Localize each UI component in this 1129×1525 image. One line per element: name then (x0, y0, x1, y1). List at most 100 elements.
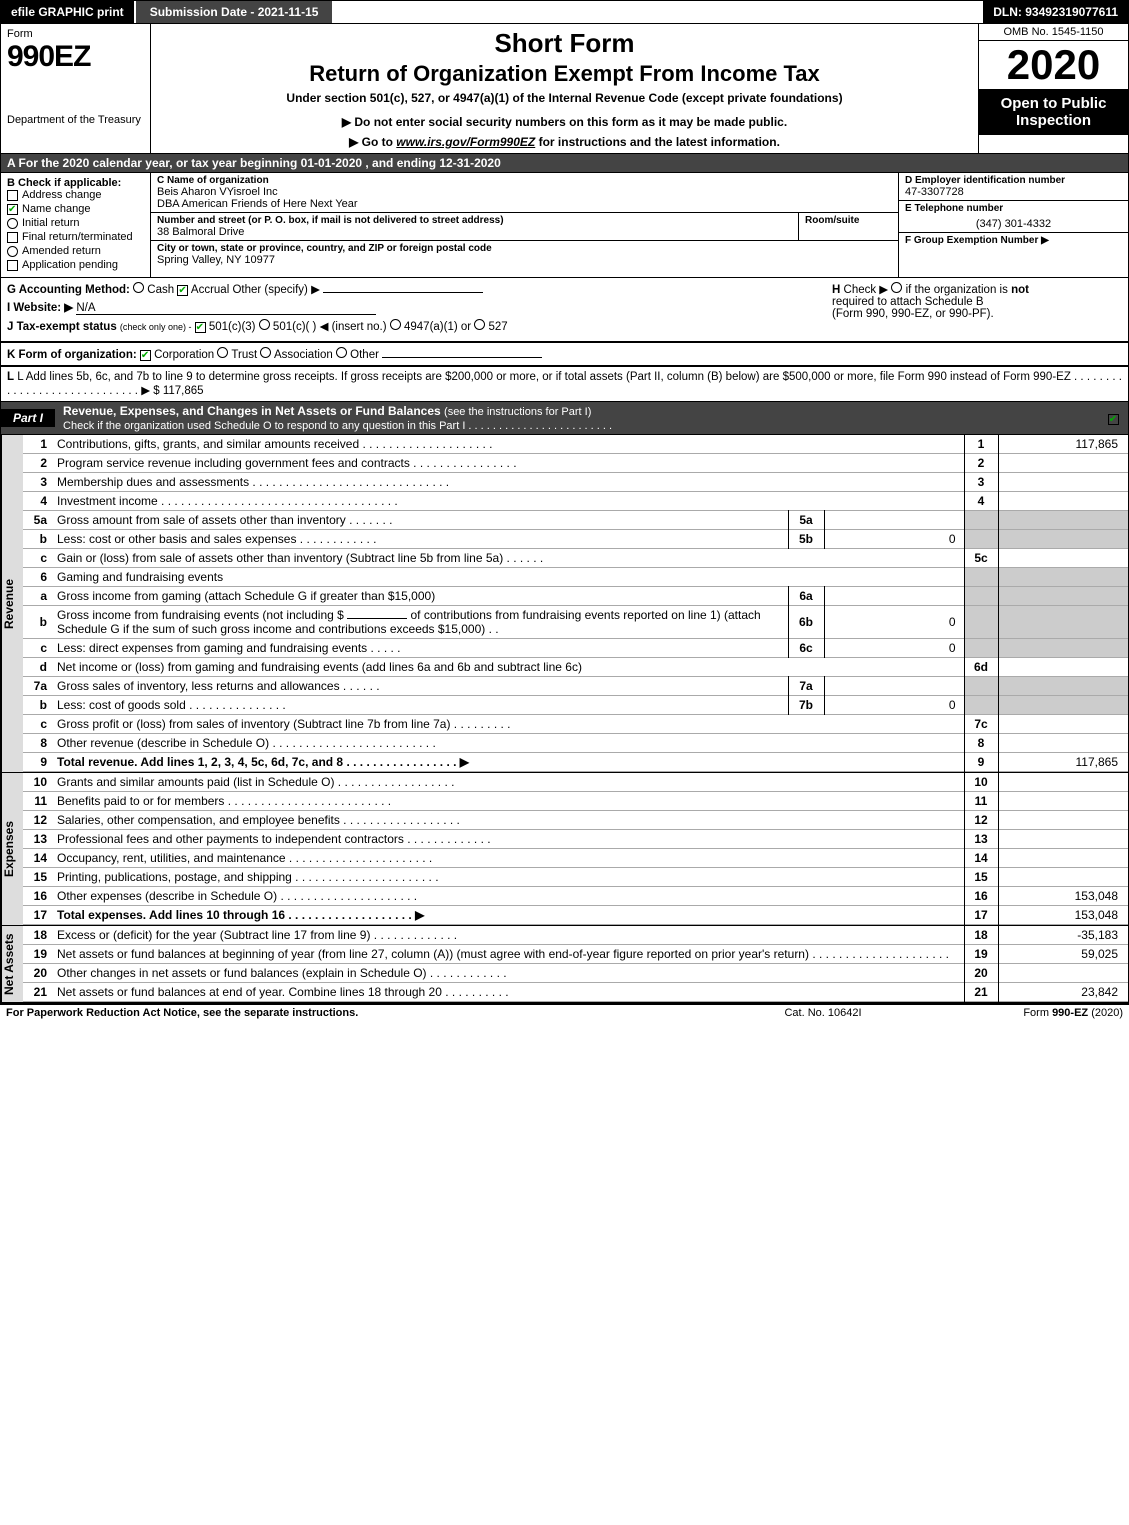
radio-other[interactable] (336, 347, 347, 358)
line-ref: 5c (964, 549, 998, 568)
g-cash: Cash (147, 284, 174, 296)
line-ref: 12 (964, 811, 998, 830)
line-num: 13 (23, 830, 53, 849)
line-num: 18 (23, 926, 53, 945)
line-value-shaded (998, 696, 1128, 715)
org-name-2: DBA American Friends of Here Next Year (157, 198, 892, 210)
radio-trust[interactable] (217, 347, 228, 358)
part-1-title-text: Revenue, Expenses, and Changes in Net As… (63, 404, 441, 418)
line-desc: Other changes in net assets or fund bala… (53, 964, 964, 983)
checkbox-accrual[interactable] (177, 285, 188, 296)
box-def: D Employer identification number 47-3307… (898, 173, 1128, 277)
checkbox-checked-icon[interactable] (1108, 414, 1119, 425)
check-final-return[interactable]: Final return/terminated (7, 231, 144, 243)
l6b-d1: Gross income from fundraising events (no… (57, 608, 344, 622)
k-trust: Trust (231, 349, 257, 361)
check-label: Amended return (22, 245, 101, 257)
checkbox-checked-icon[interactable] (7, 204, 18, 215)
line-desc: Salaries, other compensation, and employ… (53, 811, 964, 830)
g-other-blank[interactable] (323, 292, 483, 293)
line-j: J Tax-exempt status (check only one) - 5… (7, 319, 822, 333)
checkbox-corp[interactable] (140, 350, 151, 361)
line-value (998, 715, 1128, 734)
line-value: 117,865 (998, 753, 1128, 772)
check-name-change[interactable]: Name change (7, 203, 144, 215)
footer-form-pre: Form (1023, 1007, 1052, 1019)
part-1-checkbox[interactable] (1098, 411, 1128, 425)
line-ref: 14 (964, 849, 998, 868)
checkbox-501c3[interactable] (195, 322, 206, 333)
radio-527[interactable] (474, 319, 485, 330)
line-value: 23,842 (998, 983, 1128, 1002)
line-value-shaded (998, 606, 1128, 639)
net-assets-vlabel: Net Assets (1, 926, 23, 1002)
line-value-shaded (998, 639, 1128, 658)
part-1-check-text: Check if the organization used Schedule … (63, 420, 612, 432)
check-application-pending[interactable]: Application pending (7, 259, 144, 271)
checkbox-icon[interactable] (7, 232, 18, 243)
check-amended-return[interactable]: Amended return (7, 245, 144, 257)
k-other: Other (350, 349, 379, 361)
checkbox-icon[interactable] (7, 190, 18, 201)
line-desc: Other expenses (describe in Schedule O) … (53, 887, 964, 906)
row-a-tax-year: A For the 2020 calendar year, or tax yea… (0, 154, 1129, 173)
net-assets-section: Net Assets 18Excess or (deficit) for the… (0, 926, 1129, 1003)
check-address-change[interactable]: Address change (7, 189, 144, 201)
line-num: b (23, 696, 53, 715)
line-desc: Net assets or fund balances at beginning… (53, 945, 964, 964)
footer-form-post: (2020) (1088, 1007, 1123, 1019)
line-num: 7a (23, 677, 53, 696)
line-desc: Less: cost or other basis and sales expe… (53, 530, 788, 549)
line-num: 2 (23, 454, 53, 473)
line-desc: Gross sales of inventory, less returns a… (53, 677, 788, 696)
line-ref: 2 (964, 454, 998, 473)
line-ref: 8 (964, 734, 998, 753)
line-value-shaded (998, 587, 1128, 606)
line-ref: 19 (964, 945, 998, 964)
h-not: not (1011, 284, 1029, 296)
line-ref-shaded (964, 696, 998, 715)
line-num: 4 (23, 492, 53, 511)
net-assets-table: 18Excess or (deficit) for the year (Subt… (23, 926, 1128, 1002)
radio-assoc[interactable] (260, 347, 271, 358)
radio-501c[interactable] (259, 319, 270, 330)
radio-icon[interactable] (7, 218, 18, 229)
efile-print-label[interactable]: efile GRAPHIC print (1, 1, 134, 23)
line-desc: Printing, publications, postage, and shi… (53, 868, 964, 887)
dln-label: DLN: 93492319077611 (983, 1, 1128, 23)
checkbox-icon[interactable] (7, 260, 18, 271)
expenses-section: Expenses 10Grants and similar amounts pa… (0, 773, 1129, 926)
top-bar: efile GRAPHIC print Submission Date - 20… (0, 0, 1129, 24)
info-block-ghijkl: G Accounting Method: Cash Accrual Other … (0, 278, 1129, 342)
irs-link[interactable]: www.irs.gov/Form990EZ (396, 135, 535, 149)
mini-ref: 6a (788, 587, 824, 606)
header-center: Short Form Return of Organization Exempt… (151, 24, 978, 153)
line-value (998, 658, 1128, 677)
line-num: 9 (23, 753, 53, 772)
line-ref: 9 (964, 753, 998, 772)
radio-icon[interactable] (7, 246, 18, 257)
radio-cash[interactable] (133, 282, 144, 293)
footer-catno: Cat. No. 10642I (723, 1007, 923, 1019)
line-num: 11 (23, 792, 53, 811)
line-ref: 7c (964, 715, 998, 734)
l6b-blank[interactable] (347, 618, 407, 619)
page-footer: For Paperwork Reduction Act Notice, see … (0, 1003, 1129, 1021)
subtitle-code: Under section 501(c), 527, or 4947(a)(1)… (159, 91, 970, 105)
mini-value (824, 587, 964, 606)
radio-4947[interactable] (390, 319, 401, 330)
part-1-tab: Part I (1, 409, 55, 427)
line-num: 21 (23, 983, 53, 1002)
ein-value: 47-3307728 (905, 186, 1122, 198)
line-ref: 15 (964, 868, 998, 887)
k-other-blank[interactable] (382, 357, 542, 358)
title-short-form: Short Form (159, 28, 970, 59)
line-num: d (23, 658, 53, 677)
check-initial-return[interactable]: Initial return (7, 217, 144, 229)
h-text1: Check ▶ (844, 284, 889, 296)
mini-ref: 5b (788, 530, 824, 549)
line-ref-shaded (964, 587, 998, 606)
city-value: Spring Valley, NY 10977 (157, 254, 892, 266)
line-desc: Less: direct expenses from gaming and fu… (53, 639, 788, 658)
radio-h[interactable] (891, 282, 902, 293)
